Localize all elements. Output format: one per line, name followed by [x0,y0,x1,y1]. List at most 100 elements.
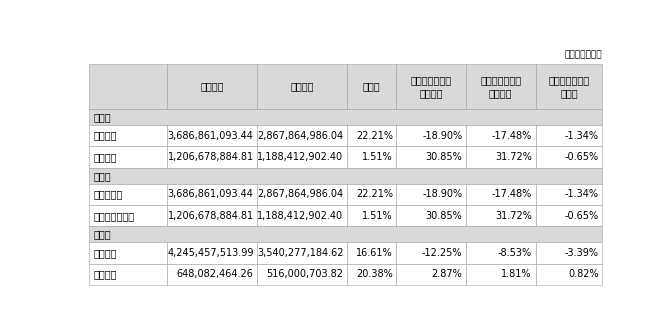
Bar [89,168,602,184]
Text: 毛利率: 毛利率 [363,82,380,92]
Bar [89,146,167,168]
Bar [466,205,536,227]
Bar [89,227,602,242]
Bar [89,184,167,205]
Bar [89,264,167,285]
Bar [536,184,602,205]
Text: 单位：人民币元: 单位：人民币元 [564,50,602,59]
Bar [466,64,536,109]
Bar [347,242,396,264]
Text: -12.25%: -12.25% [422,248,462,258]
Text: 营业成本: 营业成本 [290,82,314,92]
Bar [167,264,257,285]
Text: 营业收入比上年
同期增减: 营业收入比上年 同期增减 [411,75,452,98]
Text: 物资贸易: 物资贸易 [93,152,117,162]
Text: 国外销售: 国外销售 [93,269,117,279]
Bar [167,184,257,205]
Bar [257,184,347,205]
Text: 国内销售: 国内销售 [93,248,117,258]
Bar [89,205,167,227]
Text: 1,188,412,902.40: 1,188,412,902.40 [257,211,343,221]
Bar [466,125,536,146]
Bar [466,264,536,285]
Bar [466,146,536,168]
Bar [347,264,396,285]
Bar [257,125,347,146]
Bar [347,125,396,146]
Text: 31.72%: 31.72% [495,211,532,221]
Text: 22.21%: 22.21% [355,189,392,199]
Bar [89,64,167,109]
Text: 3,540,277,184.62: 3,540,277,184.62 [257,248,343,258]
Text: 毛利率比上年同
期增减: 毛利率比上年同 期增减 [548,75,589,98]
Text: 1,206,678,884.81: 1,206,678,884.81 [167,211,253,221]
Bar [89,242,167,264]
Bar [89,125,167,146]
Bar [396,146,466,168]
Text: 20.38%: 20.38% [356,269,392,279]
Text: -0.65%: -0.65% [564,211,599,221]
Bar [257,64,347,109]
Text: 0.82%: 0.82% [568,269,599,279]
Text: 3,686,861,093.44: 3,686,861,093.44 [168,131,253,141]
Text: -18.90%: -18.90% [422,189,462,199]
Text: 营业收入: 营业收入 [201,82,224,92]
Text: 22.21%: 22.21% [355,131,392,141]
Bar [257,264,347,285]
Text: 1.51%: 1.51% [362,211,392,221]
Bar [396,125,466,146]
Bar [347,64,396,109]
Bar [536,264,602,285]
Text: 2,867,864,986.04: 2,867,864,986.04 [257,131,343,141]
Text: -18.90%: -18.90% [422,131,462,141]
Text: 1,188,412,902.40: 1,188,412,902.40 [257,152,343,162]
Text: -17.48%: -17.48% [492,189,532,199]
Text: 1.51%: 1.51% [362,152,392,162]
Bar [396,184,466,205]
Bar [167,205,257,227]
Text: -3.39%: -3.39% [564,248,599,258]
Bar [396,242,466,264]
Text: 516,000,703.82: 516,000,703.82 [267,269,343,279]
Bar [347,146,396,168]
Bar [536,125,602,146]
Bar [167,242,257,264]
Text: 16.61%: 16.61% [356,248,392,258]
Text: 机械制造: 机械制造 [93,131,117,141]
Text: 30.85%: 30.85% [425,152,462,162]
Bar [466,242,536,264]
Bar [89,109,602,125]
Text: 分产品: 分产品 [93,171,111,181]
Bar [536,242,602,264]
Text: 汽车零部件: 汽车零部件 [93,189,123,199]
Bar [257,242,347,264]
Text: 1.81%: 1.81% [501,269,532,279]
Bar [536,205,602,227]
Text: 3,686,861,093.44: 3,686,861,093.44 [168,189,253,199]
Bar [167,64,257,109]
Bar [536,146,602,168]
Bar [257,205,347,227]
Text: -0.65%: -0.65% [564,152,599,162]
Bar [536,64,602,109]
Text: 648,082,464.26: 648,082,464.26 [177,269,253,279]
Text: 营业成本比上年
同期增减: 营业成本比上年 同期增减 [480,75,521,98]
Bar [396,264,466,285]
Text: 2,867,864,986.04: 2,867,864,986.04 [257,189,343,199]
Text: 分地区: 分地区 [93,230,111,239]
Bar [347,184,396,205]
Text: 4,245,457,513.99: 4,245,457,513.99 [167,248,253,258]
Text: 31.72%: 31.72% [495,152,532,162]
Bar [257,146,347,168]
Bar [167,146,257,168]
Text: -8.53%: -8.53% [498,248,532,258]
Bar [466,184,536,205]
Text: -17.48%: -17.48% [492,131,532,141]
Text: 30.85%: 30.85% [425,211,462,221]
Text: 分行业: 分行业 [93,112,111,122]
Text: -1.34%: -1.34% [564,131,599,141]
Text: -1.34%: -1.34% [564,189,599,199]
Bar [396,205,466,227]
Text: 1,206,678,884.81: 1,206,678,884.81 [167,152,253,162]
Text: 钢材、铁合金等: 钢材、铁合金等 [93,211,134,221]
